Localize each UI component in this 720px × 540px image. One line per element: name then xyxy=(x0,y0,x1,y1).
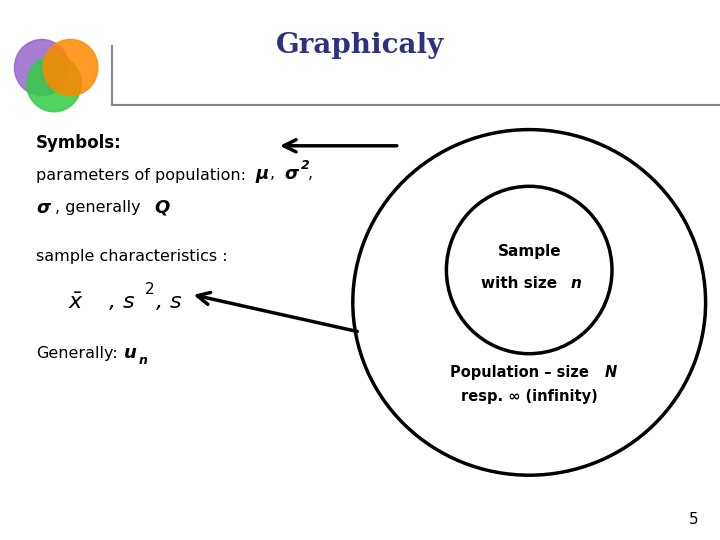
Text: n: n xyxy=(570,276,582,291)
Text: n: n xyxy=(138,354,147,367)
Ellipse shape xyxy=(14,39,69,96)
Ellipse shape xyxy=(43,39,98,96)
Text: ,: , xyxy=(308,166,313,181)
Text: with size: with size xyxy=(481,276,563,291)
Text: μ: μ xyxy=(256,165,269,183)
Text: 5: 5 xyxy=(689,511,698,526)
Text: , $s$: , $s$ xyxy=(155,292,182,313)
Text: 2: 2 xyxy=(301,159,310,172)
Text: σ: σ xyxy=(36,199,50,217)
Text: σ: σ xyxy=(284,165,298,183)
Text: u: u xyxy=(124,343,137,362)
Text: N: N xyxy=(605,365,617,380)
Text: Symbols:: Symbols: xyxy=(36,134,122,152)
Text: parameters of population:: parameters of population: xyxy=(36,168,256,183)
Text: Q: Q xyxy=(155,199,170,217)
Text: sample characteristics :: sample characteristics : xyxy=(36,249,228,264)
Text: Generally:: Generally: xyxy=(36,346,118,361)
Text: , $s$: , $s$ xyxy=(108,292,135,313)
Text: Graphicaly: Graphicaly xyxy=(276,32,444,59)
Text: $\bar{x}$: $\bar{x}$ xyxy=(68,292,84,313)
Text: Sample: Sample xyxy=(498,244,561,259)
Ellipse shape xyxy=(27,56,81,112)
Text: Population – size: Population – size xyxy=(450,365,594,380)
Text: , generally: , generally xyxy=(55,200,145,215)
Text: $2$: $2$ xyxy=(144,281,154,297)
Text: ,: , xyxy=(270,166,280,181)
Text: resp. ∞ (infinity): resp. ∞ (infinity) xyxy=(461,389,598,404)
